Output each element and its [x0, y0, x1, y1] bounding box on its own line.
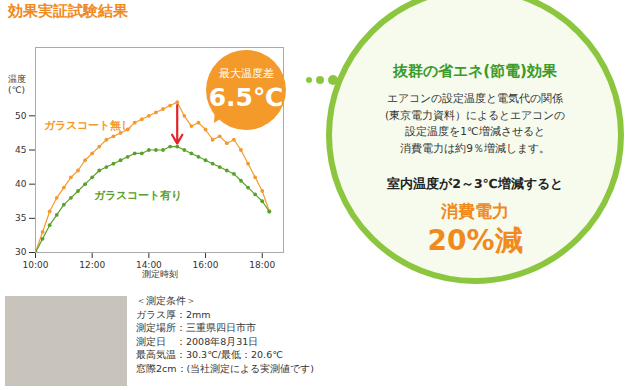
html-text:窓際2cm：(当社測定による実測値です): 窓際2cm：(当社測定による実測値です) — [136, 362, 314, 374]
html-text:抜群の省エネ(節電)効果: 抜群の省エネ(節電)効果 — [393, 62, 557, 80]
svg-text:12:00: 12:00 — [79, 260, 105, 270]
html-text:効果実証試験結果: 効果実証試験結果 — [8, 2, 128, 20]
svg-text:30: 30 — [15, 247, 27, 257]
svg-text:18:00: 18:00 — [249, 260, 275, 270]
html-text:6.5℃: 6.5℃ — [208, 83, 284, 112]
html-text:ガラス厚：2mm: ガラス厚：2mm — [136, 308, 211, 320]
svg-text:45: 45 — [15, 145, 26, 155]
html-text:最大温度差: 最大温度差 — [218, 67, 274, 80]
html-text:ガラスコート有り: ガラスコート有り — [94, 189, 182, 202]
svg-text:16:00: 16:00 — [193, 260, 219, 270]
html-text:最高気温：30.3℃/最低：20.6℃: 最高気温：30.3℃/最低：20.6℃ — [136, 349, 283, 360]
html-text:ガラスコート無し: ガラスコート無し — [44, 119, 132, 132]
html-text:＜測定条件＞: ＜測定条件＞ — [136, 295, 196, 306]
html-text:測定日 ：2008年8月31日: 測定日 ：2008年8月31日 — [136, 335, 259, 347]
svg-text:14:00: 14:00 — [135, 259, 162, 270]
svg-text:測定時刻: 測定時刻 — [142, 269, 178, 279]
html-text:エアコンの設定温度と電気代の関係: エアコンの設定温度と電気代の関係 — [387, 92, 563, 104]
html-text:(東京電力資料）によるとエアコンの: (東京電力資料）によるとエアコンの — [384, 108, 565, 121]
html-text:設定温度を1℃増減させると: 設定温度を1℃増減させると — [405, 125, 545, 137]
svg-text:35: 35 — [15, 213, 26, 223]
html-text:測定場所：三重県四日市市: 測定場所：三重県四日市市 — [136, 322, 256, 333]
html-text:温度 (℃): 温度 (℃) — [8, 74, 26, 95]
svg-text:10:00: 10:00 — [23, 260, 49, 270]
html-text:消費電力: 消費電力 — [441, 201, 509, 221]
html-text:消費電力は約9％増減します。: 消費電力は約9％増減します。 — [400, 141, 550, 154]
svg-text:40: 40 — [15, 179, 27, 189]
svg-text:50: 50 — [15, 111, 27, 121]
html-text:20%減: 20%減 — [427, 224, 523, 257]
html-text:室内温度が2～3℃増減すると: 室内温度が2～3℃増減すると — [387, 176, 563, 191]
